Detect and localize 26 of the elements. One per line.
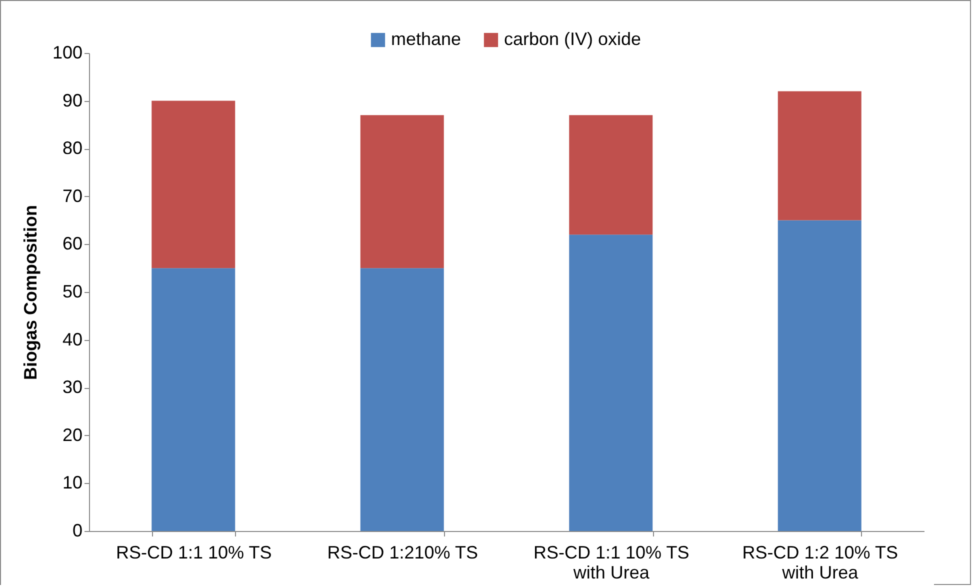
- y-tick-label: 70: [62, 186, 82, 206]
- bar: [360, 268, 444, 531]
- y-tick-label: 60: [62, 234, 82, 254]
- y-axis-title: Biogas Composition: [20, 205, 40, 380]
- bar: [152, 100, 236, 268]
- y-tick-label: 100: [52, 42, 82, 62]
- bar: [778, 91, 862, 220]
- bar: [569, 234, 653, 531]
- y-tick-label: 50: [62, 282, 82, 302]
- y-tick-label: 30: [62, 377, 82, 398]
- bar: [360, 115, 444, 268]
- x-tick-label: RS-CD 1:1 10% TS with Urea: [534, 542, 690, 582]
- legend-label: carbon (IV) oxide: [504, 29, 642, 49]
- x-tick-label: RS-CD 1:210% TS: [327, 542, 478, 562]
- x-tick-label: RS-CD 1:2 10% TS with Urea: [742, 542, 898, 582]
- bar: [152, 268, 236, 531]
- y-tick-label: 0: [72, 520, 82, 540]
- bar: [569, 115, 653, 235]
- legend-label: methane: [391, 29, 462, 49]
- y-tick-label: 20: [62, 424, 82, 445]
- y-tick-label: 10: [62, 472, 82, 493]
- y-tick-label: 80: [62, 138, 82, 158]
- y-tick-label: 40: [62, 329, 82, 350]
- y-tick-label: 90: [62, 90, 82, 110]
- bar: [778, 220, 862, 531]
- x-tick-label: RS-CD 1:1 10% TS: [116, 542, 272, 562]
